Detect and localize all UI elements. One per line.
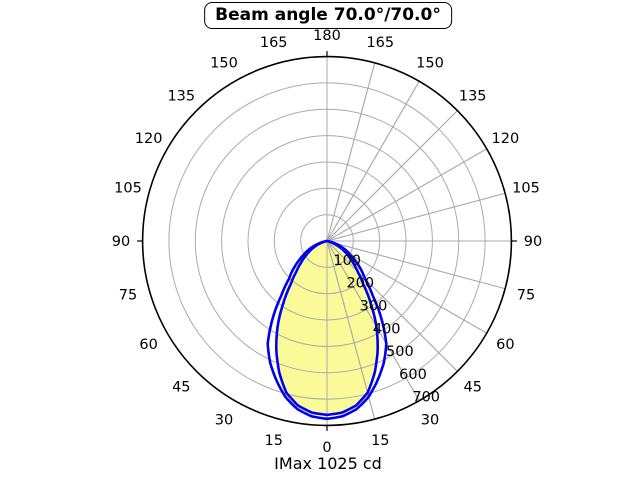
angle-label: 90 [112, 234, 130, 250]
grid-spoke [326, 240, 487, 334]
grid-spoke [326, 81, 420, 242]
grid-spoke [326, 240, 506, 290]
angle-label: 60 [139, 337, 157, 353]
angle-label: 45 [463, 380, 481, 396]
imax-annotation: IMax 1025 cd [274, 454, 382, 473]
radial-label: 700 [412, 390, 440, 406]
angle-label: 105 [512, 181, 540, 197]
angle-label: 75 [517, 287, 535, 303]
grid-spoke [326, 240, 376, 420]
grid-spoke [326, 148, 487, 242]
angle-labels: 0 15 15 30 30 45 45 60 60 75 75 90 90 105 105 120 120 135… [112, 28, 542, 456]
intensity-curves [266, 239, 388, 421]
angle-label: 15 [264, 433, 282, 449]
angle-label: 150 [416, 56, 444, 72]
angle-label: 45 [172, 380, 190, 396]
grid-spoke [326, 62, 376, 242]
grid-spoke [326, 240, 458, 372]
cardinal-ticks [137, 51, 517, 431]
radial-labels: 100 200 300 400 500 600 700 [333, 253, 440, 406]
angle-label: 135 [167, 88, 195, 104]
angle-label: 120 [135, 131, 163, 147]
radial-label: 400 [373, 321, 401, 337]
angle-label: 165 [260, 35, 288, 51]
angle-label: 0 [322, 440, 331, 456]
angle-label: 60 [496, 337, 514, 353]
angle-label: 15 [371, 433, 389, 449]
angle-label: 180 [313, 28, 341, 44]
angle-label: 135 [459, 88, 487, 104]
angle-label: 120 [492, 131, 520, 147]
angle-label: 105 [114, 181, 142, 197]
angle-label: 150 [210, 56, 238, 72]
angle-label: 90 [524, 234, 542, 250]
angle-label: 165 [366, 35, 394, 51]
grid-spoke [326, 240, 420, 401]
radial-label: 200 [346, 276, 374, 292]
grid-spoke [326, 192, 506, 242]
grid-spoke [326, 110, 458, 242]
intensity-curve-inner-plane [275, 239, 379, 417]
angle-label: 30 [215, 412, 233, 428]
angle-label: 75 [119, 287, 137, 303]
intensity-curve-outer-plane [266, 239, 388, 421]
radial-label: 300 [360, 298, 388, 314]
chart-title: Beam angle 70.0°/70.0° [204, 2, 452, 29]
polar-grid [168, 56, 512, 426]
radial-label: 600 [399, 367, 427, 383]
angle-label: 30 [421, 412, 439, 428]
radial-label: 500 [386, 344, 414, 360]
radial-label: 100 [333, 253, 361, 269]
